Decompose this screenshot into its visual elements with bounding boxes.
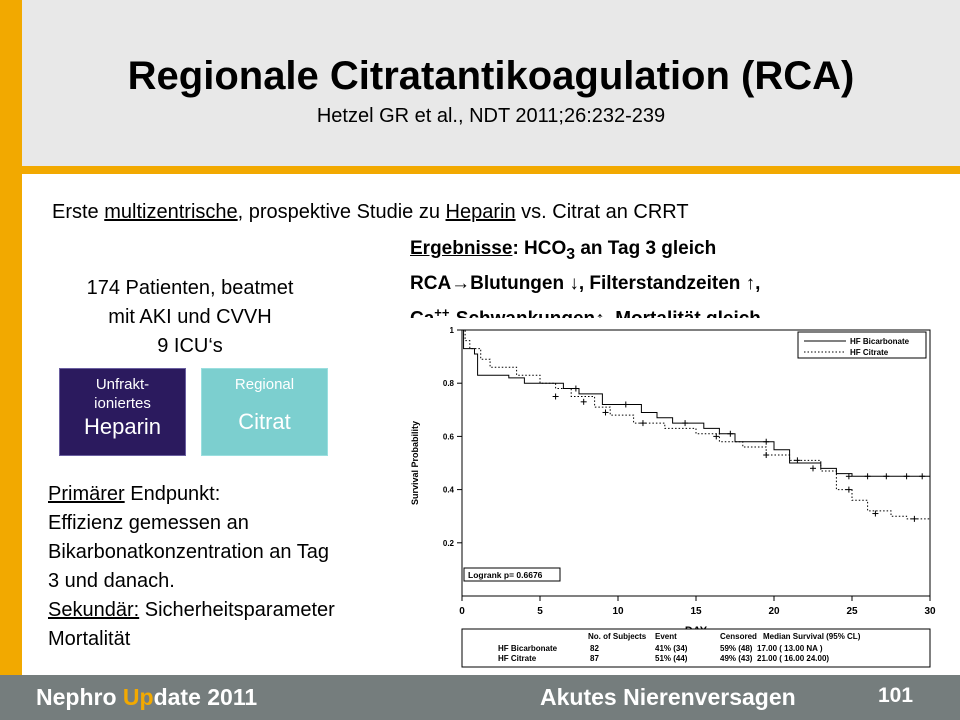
chart-curves — [462, 329, 930, 522]
citrat-box-title: Citrat — [238, 409, 291, 434]
secondary-endpoint-line: Sekundär: Sicherheitsparameter — [48, 596, 398, 625]
risk-table-frame — [461, 628, 931, 668]
patients-line: 9 ICU‘s — [157, 335, 223, 357]
header-background — [22, 0, 960, 168]
results-line-2: RCA→Blutungen ↓, Filterstandzeiten ↑, — [410, 272, 761, 294]
footer-topic: Akutes Nierenversagen — [540, 684, 796, 710]
results-heading: Ergebnisse — [410, 238, 513, 259]
chart-legend: HF Bicarbonate HF Citrate — [797, 331, 927, 359]
intro-text: Erste multizentrische, prospektive Studi… — [52, 200, 689, 224]
y-tick-label: 0.8 — [443, 379, 455, 388]
risk-table: No. of Subjects Event Censored Median Survi… — [461, 628, 931, 668]
risk-table-cell: 41% (34) — [655, 644, 688, 653]
left-accent-bar — [0, 0, 22, 720]
slide-subtitle: Hetzel GR et al., NDT 2011;26:232-239 — [316, 105, 666, 127]
intro-part: vs. Citrat an CRRT — [515, 201, 689, 223]
endpoint-line: Bikarbonatkonzentration an Tag — [48, 541, 329, 563]
citrat-arm-box: Regional Citrat — [201, 368, 328, 456]
risk-table-header: Event — [655, 632, 677, 641]
plot-frame — [461, 329, 931, 597]
primary-rest: Endpunkt: — [124, 483, 221, 505]
risk-table-cell: HF Citrate — [498, 654, 537, 663]
endpoints-text: Primärer Endpunkt: Effizienz gemessen an… — [48, 480, 398, 654]
footer-brand-part: Nephro — [36, 684, 123, 710]
primary-label: Primärer — [48, 483, 125, 505]
endpoint-line: Effizienz gemessen an — [48, 512, 249, 534]
logrank-label: Logrank p= 0.6676 — [468, 570, 543, 580]
x-tick-label: 20 — [768, 606, 780, 617]
y-tick-label: 0.6 — [443, 432, 455, 441]
footer-brand-part: date 2011 — [153, 684, 258, 710]
legend-label: HF Bicarbonate — [850, 337, 910, 346]
slide-title: Regionale Citratantikoagulation (RCA) — [127, 54, 855, 98]
y-tick-label: 0.2 — [443, 539, 455, 548]
results-superscript: ++ — [434, 304, 450, 320]
survival-curve — [462, 329, 930, 520]
risk-table-header: Median Survival (95% CL) — [763, 632, 861, 641]
risk-table-cell: 49% (43) — [720, 654, 753, 663]
endpoint-line: 3 und danach. — [48, 570, 175, 592]
y-axis-label: Survival Probability — [410, 421, 420, 505]
intro-underlined-heparin: Heparin — [445, 201, 516, 223]
heparin-arm-box: Unfrakt- ioniertes Heparin — [59, 368, 186, 456]
citrat-box-label: Regional — [234, 376, 295, 393]
logrank-box — [463, 567, 561, 582]
secondary-rest: Sicherheitsparameter — [139, 599, 335, 621]
heparin-box-title: Heparin — [83, 414, 162, 439]
risk-table-cell: HF Bicarbonate — [498, 644, 558, 653]
patients-line: mit AKI und CVVH — [108, 306, 272, 328]
risk-table-cell: 59% (48) — [720, 644, 753, 653]
results-subscript: 3 — [566, 245, 576, 263]
footer-bar — [0, 675, 960, 720]
intro-underlined-multicenter: multizentrische — [104, 201, 238, 223]
x-tick-label: 25 — [846, 606, 858, 617]
primary-endpoint-line: Primärer Endpunkt: — [48, 480, 398, 509]
survival-curve — [462, 329, 930, 477]
x-tick-label: 30 — [924, 606, 936, 617]
footer-brand-accent: Up — [122, 684, 154, 710]
results-line-1: Ergebnisse: HCO3 an Tag 3 gleich — [410, 234, 950, 269]
intro-part: Erste — [52, 201, 105, 223]
page-number: 101 — [878, 684, 914, 707]
risk-table-cell: 21.00 ( 16.00 24.00) — [757, 654, 829, 663]
heparin-box-label: Unfrakt- ioniertes — [94, 376, 151, 412]
risk-table-header: No. of Subjects — [588, 632, 647, 641]
patients-text: 174 Patienten, beatmet mit AKI und CVVH … — [40, 274, 340, 361]
results-text: an Tag 3 gleich — [575, 238, 717, 259]
risk-table-cell: 51% (44) — [655, 654, 688, 663]
legend-box — [797, 331, 927, 359]
y-tick-label: 0.4 — [443, 486, 455, 495]
legend-label: HF Citrate — [850, 348, 889, 357]
endpoint-line: Mortalität — [48, 628, 131, 650]
x-tick-label: 0 — [459, 606, 465, 617]
intro-part: , prospektive Studie zu — [237, 201, 446, 223]
patients-line: 174 Patienten, beatmet — [86, 277, 294, 299]
risk-table-header: Censored — [720, 632, 757, 641]
risk-table-cell: 87 — [590, 654, 599, 663]
secondary-label: Sekundär: — [48, 599, 140, 621]
x-tick-label: 15 — [690, 606, 702, 617]
x-tick-label: 10 — [612, 606, 624, 617]
risk-table-cell: 82 — [590, 644, 599, 653]
chart-annotation: Logrank p= 0.6676 — [463, 567, 561, 582]
y-tick-label: 1 — [450, 326, 455, 335]
results-text: : HCO — [512, 238, 567, 259]
risk-table-cell: 17.00 ( 13.00 NA ) — [757, 644, 823, 653]
footer-brand: Nephro Update 2011 — [36, 684, 257, 711]
header-divider — [22, 166, 960, 174]
x-tick-label: 5 — [537, 606, 543, 617]
